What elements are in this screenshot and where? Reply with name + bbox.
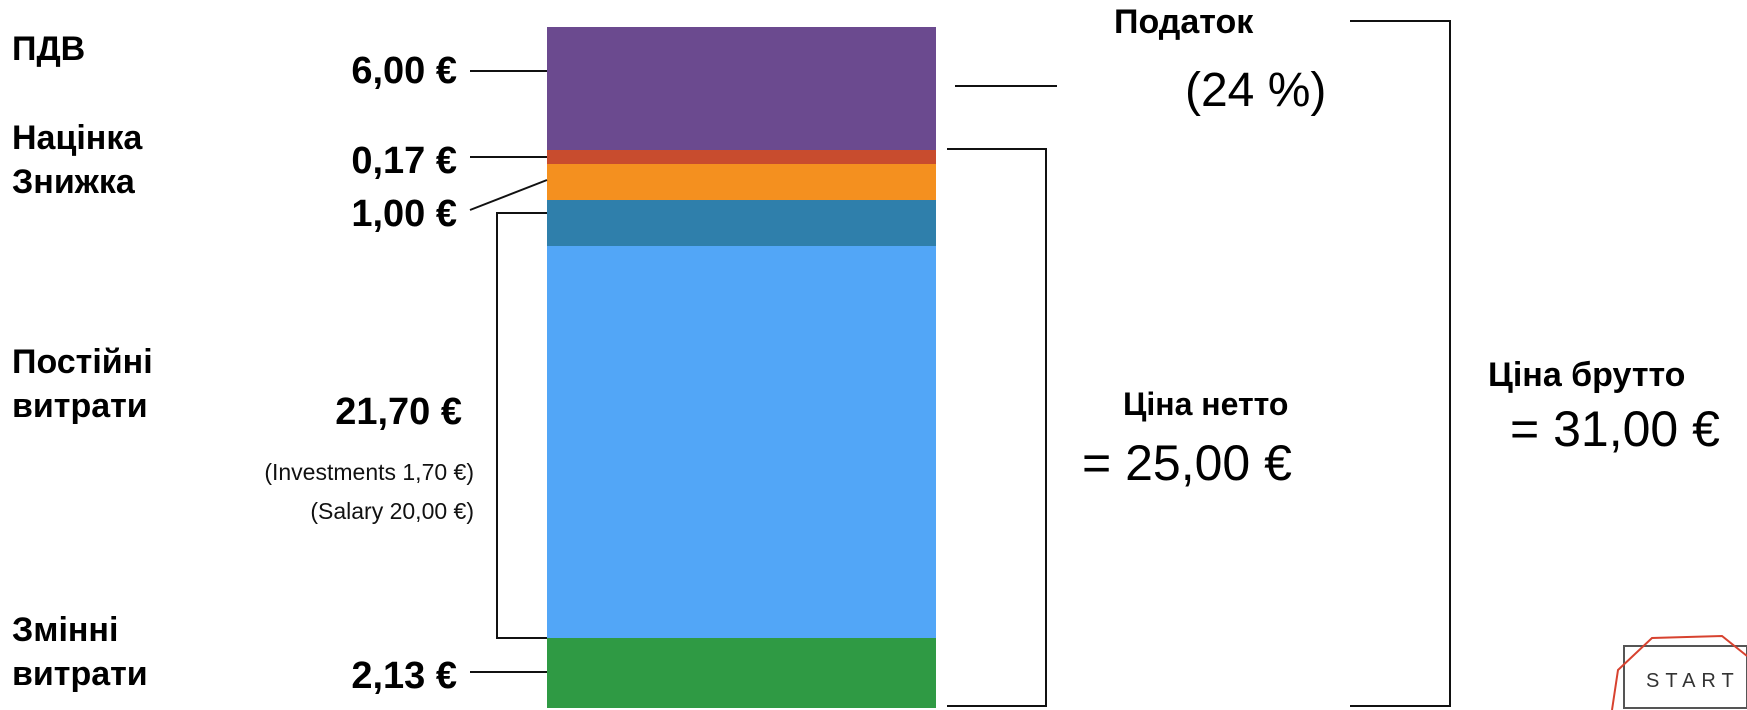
value-label-variable-costs: 2,13 € — [351, 655, 457, 697]
category-fixed-line-1: Постійні — [12, 343, 153, 381]
category-markup-discount: Націнка Знижка — [12, 116, 142, 204]
net-price-label: Ціна нетто — [1123, 386, 1289, 422]
category-fixed-line-2: витрати — [12, 387, 148, 425]
gross-price-label: Ціна брутто — [1488, 356, 1686, 394]
net-price-value: = 25,00 € — [1082, 435, 1292, 491]
category-variable-line-1: Змінні — [12, 611, 119, 649]
gross-price-bracket — [1350, 20, 1451, 707]
value-label-vat: 6,00 € — [351, 50, 457, 92]
category-vat: ПДВ — [12, 27, 85, 71]
segment-fixed-costs — [547, 246, 936, 638]
segment-discount-blue — [547, 200, 936, 246]
tax-label: Податок — [1114, 3, 1254, 41]
category-vat-line: ПДВ — [12, 30, 86, 68]
fixed-costs-bracket — [496, 212, 547, 639]
value-label-markup: 0,17 € — [351, 140, 457, 182]
note-salary: (Salary 20,00 €) — [310, 498, 474, 524]
segment-variable-costs — [547, 638, 936, 708]
note-investments: (Investments 1,70 €) — [264, 459, 474, 485]
category-fixed-costs: Постійні витрати — [12, 340, 153, 428]
logo-text: START — [1646, 670, 1740, 692]
net-price-bracket — [947, 148, 1047, 707]
category-variable-line-2: витрати — [12, 655, 148, 693]
category-discount-line: Знижка — [12, 163, 135, 201]
logo-outline — [1623, 645, 1747, 709]
tax-rate: (24 %) — [1185, 64, 1327, 117]
gross-price-value: = 31,00 € — [1510, 401, 1720, 457]
category-variable-costs: Змінні витрати — [12, 608, 148, 696]
value-label-discount: 1,00 € — [351, 193, 457, 235]
category-markup-line: Націнка — [12, 119, 143, 157]
segment-discount-orange — [547, 164, 936, 200]
value-label-fixed-costs: 21,70 € — [335, 391, 462, 433]
segment-vat — [547, 27, 936, 150]
segment-markup — [547, 150, 936, 164]
discount-connector-line — [469, 179, 548, 211]
logo-red-mark — [1611, 634, 1747, 710]
startup-logo: START — [1611, 634, 1747, 710]
